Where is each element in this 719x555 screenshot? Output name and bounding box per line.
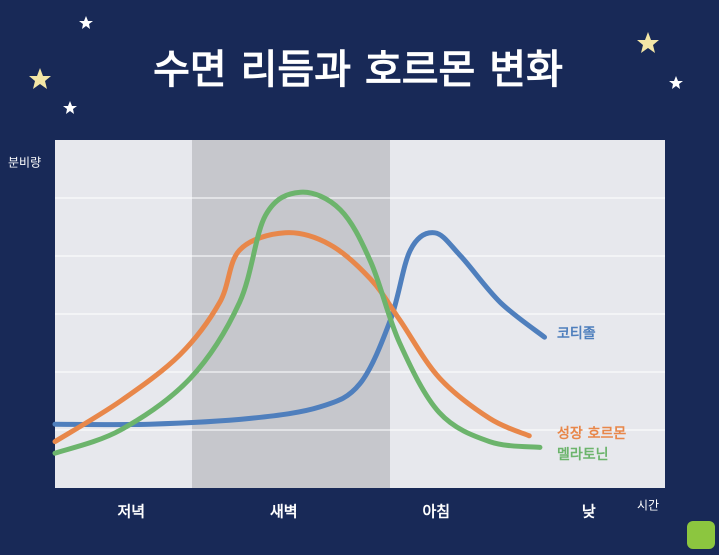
series-label: 성장 호르몬 [557,425,626,442]
x-axis-label: 시간 [637,499,659,513]
x-tick-label: 저녁 [117,503,145,521]
lines [52,189,548,456]
y-axis-label: 분비량 [8,156,41,170]
chart-title: 수면 리듬과 호르몬 변화 [153,47,563,93]
series-line [52,189,543,456]
small-stars [63,16,683,114]
x-tick-label: 새벽 [270,503,298,521]
x-tick-label: 아침 [422,503,450,521]
stars [29,32,659,89]
logo [687,521,715,549]
series-line [52,230,532,445]
series-line [52,230,548,428]
x-tick-label: 낮 [582,503,596,521]
series-label: 코티졸 [557,326,596,342]
series-label: 멜라토닌 [557,447,609,463]
